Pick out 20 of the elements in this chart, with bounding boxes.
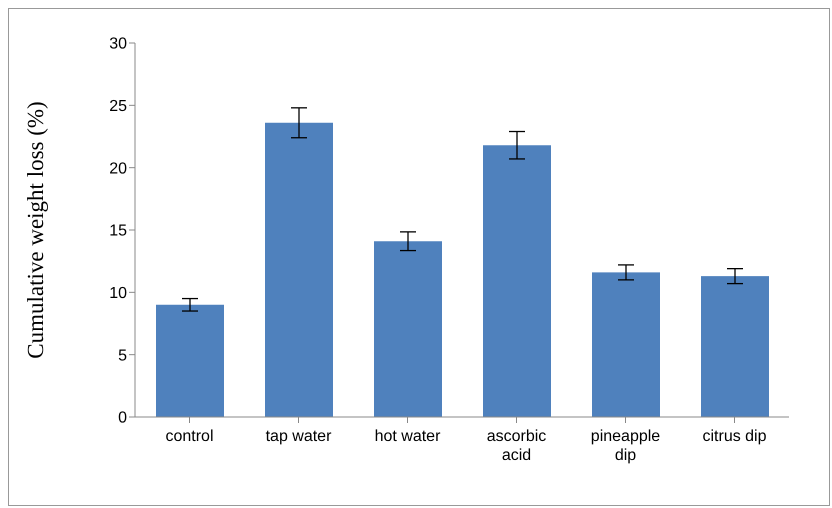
bar	[701, 276, 769, 417]
y-tick-label: 15	[109, 222, 128, 240]
bar	[483, 145, 551, 417]
y-tick-label: 5	[118, 347, 128, 364]
y-axis-title: Cumulative weight loss (%)	[23, 101, 48, 359]
x-tick-label: control	[165, 428, 214, 445]
y-tick-label: 30	[109, 36, 128, 53]
y-tick-label: 10	[109, 285, 128, 302]
bar	[592, 272, 660, 417]
bar	[156, 304, 224, 417]
bar	[374, 241, 442, 417]
y-tick-label: 0	[118, 410, 128, 427]
x-tick-label: pineapple dip	[590, 428, 660, 464]
bar	[265, 122, 333, 417]
x-tick-label: hot water	[374, 428, 442, 445]
x-tick-label: citrus dip	[702, 428, 767, 445]
x-tick-label: ascorbic acid	[486, 428, 546, 464]
x-tick-label: tap water	[266, 428, 332, 445]
y-tick-label: 25	[109, 98, 128, 116]
y-tick-label: 20	[109, 160, 128, 178]
